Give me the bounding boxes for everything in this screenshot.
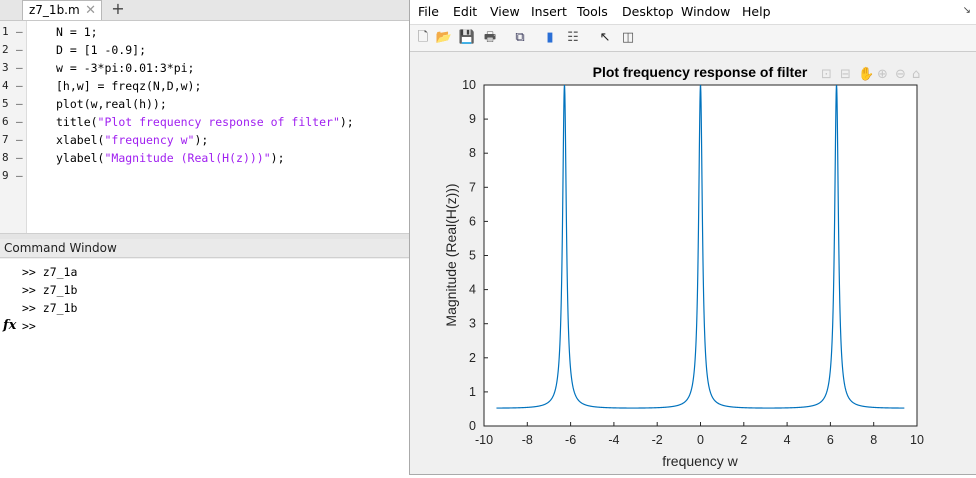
x-tick-label: -10 (475, 433, 493, 447)
line-number: 1 (2, 25, 23, 38)
y-tick-label: 3 (469, 317, 476, 331)
open-folder-icon[interactable]: 📂 (435, 30, 453, 45)
y-axis-label: Magnitude (Real(H(z))) (443, 183, 459, 326)
editor-tab-bar: z7_1b.m ✕ + (0, 0, 410, 21)
line-number: 6 (2, 115, 23, 128)
save-icon[interactable]: 💾 (458, 30, 476, 45)
add-tab-button[interactable]: + (111, 0, 125, 18)
menu-insert[interactable]: Insert (531, 4, 567, 19)
line-number: 7 (2, 133, 23, 146)
editor-tab[interactable]: z7_1b.m ✕ (22, 0, 102, 20)
plot-area: ⊡ ⊟ ✋ ⊕ ⊖ ⌂ Plot frequency response of f… (410, 51, 976, 474)
home-icon[interactable]: ⌂ (912, 67, 920, 82)
close-tab-icon[interactable]: ✕ (85, 3, 96, 18)
y-tick-label: 4 (469, 283, 476, 297)
y-tick-label: 1 (469, 385, 476, 399)
command-prompt[interactable]: >> (22, 319, 36, 333)
series-line (496, 84, 905, 409)
print-icon[interactable]: 🖶 (483, 30, 497, 45)
y-tick-label: 9 (469, 112, 476, 126)
command-history-line: >> z7_1b (22, 301, 78, 315)
y-tick-label: 0 (469, 419, 476, 433)
menu-edit[interactable]: Edit (453, 4, 478, 19)
line-number-gutter: 1 2 3 4 5 6 7 8 9 (0, 21, 27, 233)
plot-title: Plot frequency response of filter (593, 64, 808, 80)
code-line[interactable]: ylabel("Magnitude (Real(H(z)))"); (56, 151, 285, 165)
menu-tools[interactable]: Tools (577, 4, 608, 19)
command-history-line: >> z7_1a (22, 265, 78, 279)
menu-help[interactable]: Help (742, 4, 771, 19)
dock-icon[interactable]: ↘ (962, 5, 971, 16)
code-line[interactable]: title("Plot frequency response of filter… (56, 115, 354, 129)
figure-menu-bar: File Edit View Insert Tools Desktop Wind… (410, 0, 976, 24)
x-axis: -10 -8 -6 -4 -2 0 2 4 6 8 10 (475, 422, 924, 447)
command-history-line: >> z7_1b (22, 283, 78, 297)
x-tick-label: 0 (697, 433, 704, 447)
x-axis-label: frequency w (662, 453, 738, 469)
zoom-out-icon[interactable]: ⊖ (895, 67, 906, 82)
x-tick-label: 10 (910, 433, 924, 447)
export-icon[interactable]: ⊡ (821, 67, 832, 82)
menu-file[interactable]: File (418, 4, 439, 19)
zoom-in-icon[interactable]: ⊕ (877, 67, 888, 82)
code-line[interactable]: w = -3*pi:0.01:3*pi; (56, 61, 195, 75)
y-tick-label: 10 (462, 78, 476, 92)
x-tick-label: -4 (608, 433, 619, 447)
axes-box (483, 84, 918, 427)
y-tick-label: 7 (469, 180, 476, 194)
x-tick-label: 8 (870, 433, 877, 447)
command-window-title: Command Window (4, 241, 117, 255)
code-line[interactable]: D = [1 -0.9]; (56, 43, 147, 57)
menu-view[interactable]: View (490, 4, 520, 19)
pointer-icon[interactable]: ↖ (599, 30, 611, 45)
pan-icon[interactable]: ✋ (858, 66, 874, 82)
code-line[interactable]: xlabel("frequency w"); (56, 133, 209, 147)
menu-desktop[interactable]: Desktop (622, 4, 674, 19)
line-number: 2 (2, 43, 23, 56)
editor-tab-label: z7_1b.m (29, 3, 80, 17)
line-number: 3 (2, 61, 23, 74)
new-file-icon[interactable]: 🗋 (417, 30, 429, 45)
legend-icon[interactable]: ☷ (567, 30, 579, 45)
chart-svg[interactable]: ⊡ ⊟ ✋ ⊕ ⊖ ⌂ Plot frequency response of f… (410, 51, 976, 474)
brush-icon[interactable]: ⊟ (840, 67, 851, 82)
line-number: 8 (2, 151, 23, 164)
axes-toolbar: ⊡ ⊟ ✋ ⊕ ⊖ ⌂ (821, 66, 920, 82)
line-number: 4 (2, 79, 23, 92)
y-tick-label: 5 (469, 249, 476, 263)
x-tick-label: 4 (784, 433, 791, 447)
figure-toolbar: 🗋 📂 💾 🖶 ⧉ ▮ ☷ ↖ ◫ (410, 24, 976, 52)
x-tick-label: 2 (740, 433, 747, 447)
colorbar-icon[interactable]: ▮ (546, 30, 554, 45)
y-tick-label: 6 (469, 214, 476, 228)
link-plot-icon[interactable]: ⧉ (515, 30, 525, 45)
x-tick-label: -2 (652, 433, 663, 447)
line-number: 9 (2, 169, 23, 182)
x-tick-label: -6 (565, 433, 576, 447)
x-tick-label: -8 (522, 433, 533, 447)
function-browser-icon[interactable]: fx (3, 318, 17, 333)
property-editor-icon[interactable]: ◫ (621, 30, 635, 45)
code-line[interactable]: plot(w,real(h)); (56, 97, 167, 111)
y-axis: 0 1 2 3 4 5 6 7 8 9 10 (462, 78, 488, 433)
line-number: 5 (2, 97, 23, 110)
y-tick-label: 2 (469, 351, 476, 365)
figure-window: File Edit View Insert Tools Desktop Wind… (409, 0, 976, 475)
code-line[interactable]: [h,w] = freqz(N,D,w); (56, 79, 202, 93)
x-tick-label: 6 (827, 433, 834, 447)
menu-window[interactable]: Window (681, 4, 731, 19)
code-line[interactable]: N = 1; (56, 25, 98, 39)
y-tick-label: 8 (469, 146, 476, 160)
